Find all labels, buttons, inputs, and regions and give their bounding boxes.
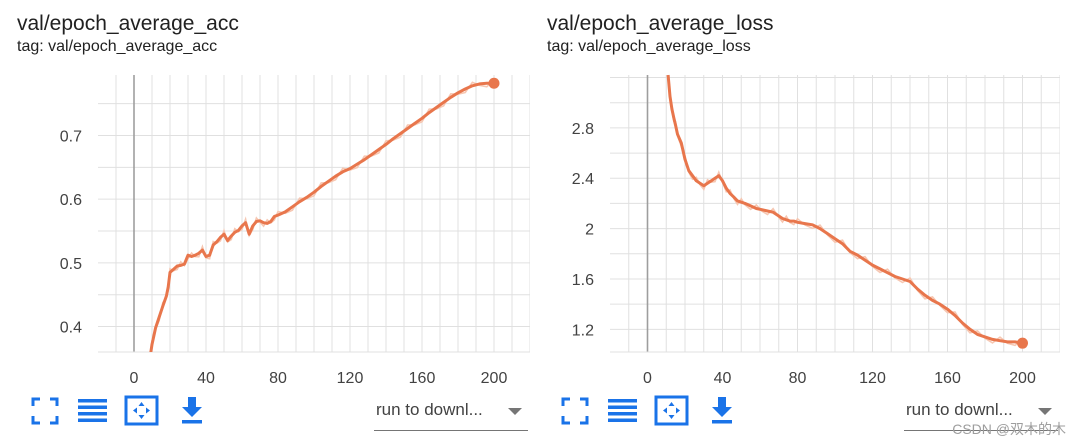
chart-toolbar: run to downl... [28, 394, 528, 431]
y-tick-label: 0.5 [60, 256, 82, 273]
dropdown-caret-icon [1038, 408, 1052, 415]
dropdown-caret-icon [508, 408, 522, 415]
chart-toolbar: run to downl... [558, 394, 1058, 431]
fit-domain-button[interactable] [124, 394, 159, 428]
toggle-y-log-icon [78, 399, 107, 422]
x-tick-label: 160 [934, 370, 961, 387]
x-tick-label: 160 [409, 370, 436, 387]
series-raw-line [667, 78, 1023, 347]
toggle-y-log-button[interactable] [606, 394, 640, 428]
fullscreen-button[interactable] [28, 394, 62, 428]
y-tick-label: 0.7 [60, 128, 82, 145]
run-select-label: run to downl... [376, 400, 483, 419]
line-chart-loss: 0 40 80 120 160 200 1.2 1.6 2 2.4 2.8 [572, 74, 1060, 387]
chart-card-acc: val/epoch_average_acc tag: val/epoch_ave… [0, 0, 530, 448]
x-tick-label: 40 [714, 370, 732, 387]
fullscreen-button[interactable] [558, 394, 592, 428]
fit-domain-icon [124, 395, 159, 426]
x-tick-label: 80 [789, 370, 807, 387]
fit-domain-icon [654, 395, 689, 426]
series-last-point [1017, 337, 1028, 349]
run-download-select[interactable]: run to downl... [374, 396, 528, 431]
x-tick-label: 120 [337, 370, 364, 387]
download-icon [712, 397, 732, 424]
series-line [666, 74, 1023, 345]
fullscreen-icon [561, 397, 589, 425]
chart-title: val/epoch_average_acc [17, 12, 239, 35]
y-tick-label: 1.6 [572, 272, 594, 289]
chart-title: val/epoch_average_loss [547, 12, 774, 35]
y-tick-label: 2.8 [572, 121, 594, 138]
series-raw-line [150, 79, 495, 352]
download-icon [182, 397, 202, 424]
run-select-label: run to downl... [906, 400, 1013, 419]
x-tick-label: 80 [269, 370, 287, 387]
x-tick-label: 0 [130, 370, 139, 387]
y-tick-label: 0.6 [60, 192, 82, 209]
run-download-select[interactable]: run to downl... [904, 396, 1058, 431]
download-button[interactable] [706, 394, 740, 428]
grid [610, 75, 1060, 352]
y-tick-label: 2.4 [572, 171, 594, 188]
chart-tag: tag: val/epoch_average_loss [547, 38, 751, 55]
fit-domain-button[interactable] [654, 394, 689, 428]
x-tick-label: 200 [481, 370, 508, 387]
fullscreen-icon [31, 397, 59, 425]
toggle-y-log-icon [608, 399, 637, 422]
x-tick-label: 40 [197, 370, 215, 387]
x-tick-label: 200 [1009, 370, 1036, 387]
line-chart-acc: 0 40 80 120 160 200 0.4 0.5 0.6 0.7 [60, 75, 530, 387]
x-tick-label: 0 [643, 370, 652, 387]
watermark: CSDN @双木的木 [952, 421, 1066, 437]
series-last-point [488, 77, 500, 89]
x-tick-label: 120 [859, 370, 886, 387]
y-tick-label: 2 [585, 222, 594, 239]
chart-card-loss: val/epoch_average_loss tag: val/epoch_av… [530, 0, 1060, 448]
toggle-y-log-button[interactable] [76, 394, 110, 428]
y-tick-label: 1.2 [572, 322, 594, 339]
chart-tag: tag: val/epoch_average_acc [17, 38, 218, 55]
y-tick-label: 0.4 [60, 320, 82, 337]
series-line [149, 81, 494, 352]
download-button[interactable] [176, 394, 210, 428]
